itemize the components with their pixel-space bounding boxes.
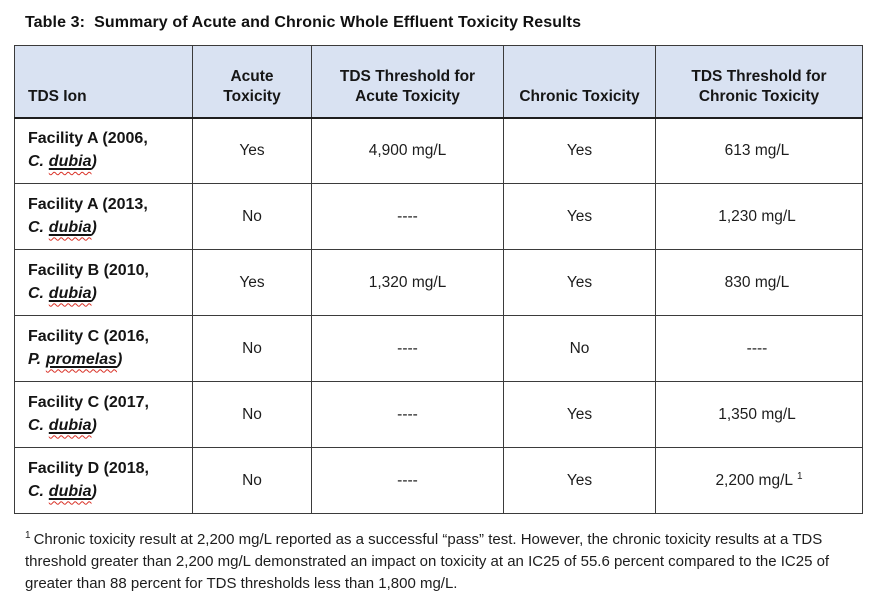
column-header-acute-toxicity: Acute Toxicity (192, 45, 312, 119)
acute-threshold-cell: ---- (311, 183, 504, 250)
acute-toxicity-cell: No (192, 447, 312, 514)
species-close-paren: ) (91, 218, 97, 236)
chronic-threshold-cell: 2,200 mg/L 1 (655, 447, 863, 514)
species-close-paren: ) (91, 416, 97, 434)
acute-toxicity-cell: Yes (192, 117, 312, 184)
chronic-threshold-value: 1,230 mg/L (718, 208, 796, 226)
footnote-reference: 1 (797, 470, 803, 482)
table-row: Facility B (2010, C. dubia) Yes 1,320 mg/… (14, 249, 863, 316)
facility-cell: Facility B (2010, C. dubia) (14, 249, 193, 316)
facility-name: Facility C (2017, (28, 393, 149, 411)
footnote-text: Chronic toxicity result at 2,200 mg/L re… (25, 531, 830, 593)
chronic-threshold-value: ---- (746, 340, 768, 358)
acute-threshold-cell: ---- (311, 381, 504, 448)
chronic-toxicity-cell: Yes (503, 117, 656, 184)
chronic-toxicity-cell: Yes (503, 183, 656, 250)
table-row: Facility C (2016, P. promelas) No ---- No… (14, 315, 863, 382)
spellcheck-underline: dubia (49, 417, 92, 434)
acute-toxicity-cell: No (192, 183, 312, 250)
species-name: dubia (48, 482, 92, 500)
table-title: Table 3: Summary of Acute and Chronic Wh… (25, 14, 582, 31)
spellcheck-underline: dubia (49, 483, 92, 500)
chronic-toxicity-cell: Yes (503, 249, 656, 316)
species-line: C. dubia) (28, 481, 188, 504)
acute-threshold-cell: 4,900 mg/L (311, 117, 504, 184)
chronic-threshold-value: 613 mg/L (724, 142, 790, 160)
chronic-toxicity-cell: Yes (503, 447, 656, 514)
facility-cell: Facility C (2016, P. promelas) (14, 315, 193, 382)
chronic-threshold-cell: 613 mg/L (655, 117, 863, 184)
acute-toxicity-cell: No (192, 381, 312, 448)
species-line: P. promelas) (28, 349, 188, 372)
footnote-marker: 1 (25, 530, 31, 541)
species-prefix: C. (28, 218, 44, 236)
species-name: promelas (45, 350, 117, 368)
footnote: 1 Chronic toxicity result at 2,200 mg/L r… (25, 529, 853, 595)
chronic-threshold-cell: ---- (655, 315, 863, 382)
facility-name: Facility A (2013, (28, 195, 148, 213)
species-name: dubia (48, 218, 92, 236)
column-header-tds-threshold-acute: TDS Threshold for Acute Toxicity (311, 45, 504, 119)
column-header-tds-threshold-chronic: TDS Threshold for Chronic Toxicity (655, 45, 863, 119)
column-header-tds-ion: TDS Ion (14, 45, 193, 119)
spellcheck-underline: dubia (49, 153, 92, 170)
acute-threshold-cell: ---- (311, 315, 504, 382)
facility-name: Facility D (2018, (28, 459, 149, 477)
header-row: TDS Ion Acute Toxicity TDS Threshold for… (14, 45, 863, 119)
facility-cell: Facility C (2017, C. dubia) (14, 381, 193, 448)
species-close-paren: ) (91, 284, 97, 302)
chronic-toxicity-cell: Yes (503, 381, 656, 448)
species-line: C. dubia) (28, 217, 188, 240)
species-close-paren: ) (91, 482, 97, 500)
facility-cell: Facility A (2013, C. dubia) (14, 183, 193, 250)
spellcheck-underline: dubia (49, 285, 92, 302)
acute-toxicity-cell: No (192, 315, 312, 382)
facility-cell: Facility A (2006, C. dubia) (14, 117, 193, 184)
species-prefix: C. (28, 482, 44, 500)
acute-toxicity-cell: Yes (192, 249, 312, 316)
species-line: C. dubia) (28, 283, 188, 306)
acute-threshold-cell: 1,320 mg/L (311, 249, 504, 316)
table-row: Facility D (2018, C. dubia) No ---- Yes 2… (14, 447, 863, 514)
species-line: C. dubia) (28, 151, 188, 174)
table-row: Facility C (2017, C. dubia) No ---- Yes 1… (14, 381, 863, 448)
species-line: C. dubia) (28, 415, 188, 438)
species-prefix: C. (28, 284, 44, 302)
spellcheck-underline: promelas (46, 351, 117, 368)
species-name: dubia (48, 416, 92, 434)
species-prefix: C. (28, 416, 44, 434)
species-prefix: C. (28, 152, 44, 170)
table-row: Facility A (2006, C. dubia) Yes 4,900 mg/… (14, 117, 863, 184)
species-close-paren: ) (91, 152, 97, 170)
species-name: dubia (48, 152, 92, 170)
acute-threshold-cell: ---- (311, 447, 504, 514)
chronic-toxicity-cell: No (503, 315, 656, 382)
spellcheck-underline: dubia (49, 219, 92, 236)
chronic-threshold-cell: 1,230 mg/L (655, 183, 863, 250)
facility-name: Facility C (2016, (28, 327, 149, 345)
facility-cell: Facility D (2018, C. dubia) (14, 447, 193, 514)
facility-name: Facility B (2010, (28, 261, 149, 279)
species-close-paren: ) (117, 350, 123, 368)
facility-name: Facility A (2006, (28, 130, 148, 148)
column-header-chronic-toxicity: Chronic Toxicity (503, 45, 656, 119)
chronic-threshold-cell: 1,350 mg/L (655, 381, 863, 448)
chronic-threshold-value: 2,200 mg/L (715, 472, 793, 490)
chronic-threshold-cell: 830 mg/L (655, 249, 863, 316)
table-row: Facility A (2013, C. dubia) No ---- Yes 1… (14, 183, 863, 250)
chronic-threshold-value: 830 mg/L (724, 274, 790, 292)
species-name: dubia (48, 284, 92, 302)
chronic-threshold-value: 1,350 mg/L (718, 406, 796, 424)
species-prefix: P. (28, 350, 42, 368)
toxicity-results-table: TDS Ion Acute Toxicity TDS Threshold for… (14, 45, 863, 514)
